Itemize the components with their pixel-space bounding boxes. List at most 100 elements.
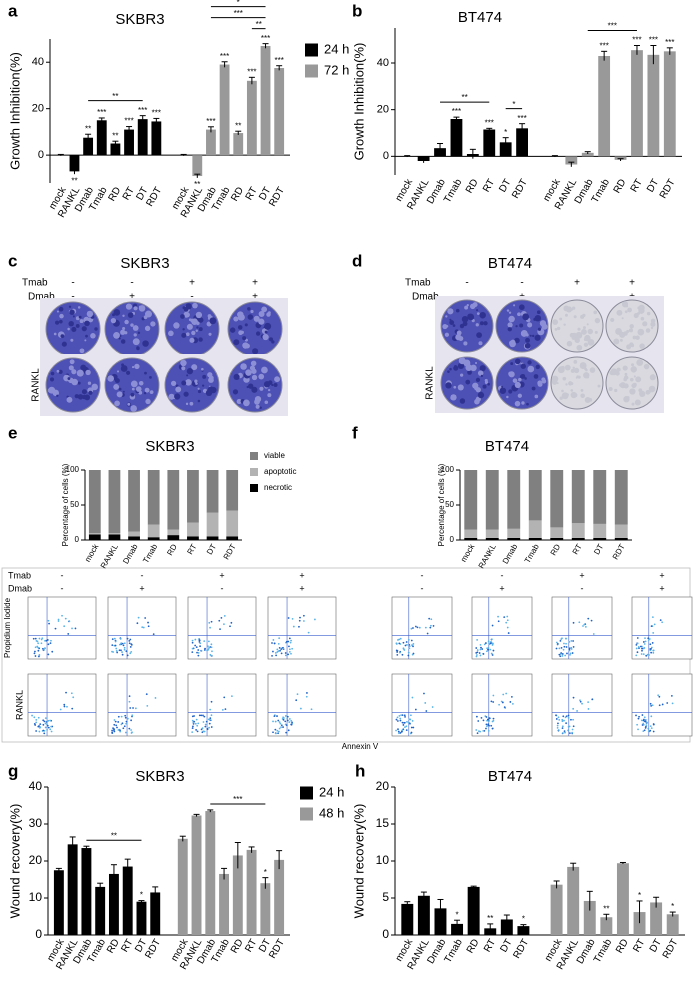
event — [42, 719, 45, 722]
event — [407, 651, 410, 654]
speckle — [559, 317, 563, 321]
x-tick-label: RD — [229, 185, 246, 203]
event — [412, 645, 414, 648]
speckle — [133, 333, 137, 337]
speckle — [126, 370, 131, 375]
speckle — [195, 382, 198, 385]
event — [410, 731, 413, 734]
bar — [500, 919, 513, 935]
event — [46, 639, 49, 641]
event — [57, 618, 60, 621]
speckle — [624, 310, 628, 314]
speckle — [120, 339, 126, 344]
event — [636, 651, 639, 654]
speckle — [135, 386, 142, 392]
bar-segment — [88, 470, 101, 533]
event — [405, 725, 408, 728]
event — [395, 729, 397, 732]
speckle — [479, 365, 486, 372]
speckle — [629, 388, 636, 395]
significance: * — [671, 902, 674, 911]
bar-segment — [550, 527, 564, 538]
speckle — [643, 363, 650, 370]
speckle — [575, 376, 578, 379]
x-tick-label: mock — [459, 542, 477, 564]
x-tick-label: RDT — [658, 177, 678, 200]
event — [411, 644, 413, 646]
speckle — [632, 335, 637, 340]
event — [647, 637, 650, 640]
x-tick-label: RD — [612, 177, 629, 195]
speckle — [264, 322, 272, 330]
speckle — [639, 343, 645, 349]
event — [430, 624, 432, 627]
significance: ** — [194, 180, 200, 189]
chart-title: BT474 — [488, 768, 532, 785]
event — [401, 714, 404, 716]
x-tick-label: Tmab — [592, 937, 615, 965]
event — [203, 715, 206, 718]
speckle — [137, 331, 141, 335]
event — [485, 723, 488, 726]
bar-segment — [88, 533, 101, 535]
significance: * — [512, 100, 515, 109]
bar — [274, 859, 285, 935]
x-tick-label: RT — [629, 177, 645, 194]
event — [277, 642, 280, 645]
event — [642, 647, 645, 650]
speckle — [619, 382, 626, 389]
speckle — [122, 314, 125, 317]
bar-segment — [528, 537, 542, 540]
row-label: Tmab — [22, 278, 48, 289]
event — [152, 633, 155, 636]
legend-swatch — [300, 786, 313, 800]
event — [418, 626, 421, 629]
speckle — [56, 369, 60, 373]
y-tick-label: 20 — [377, 104, 389, 116]
speckle — [85, 369, 91, 376]
speckle — [194, 318, 197, 321]
event — [193, 715, 195, 717]
x-tick-label: RD — [107, 185, 124, 203]
speckle — [259, 406, 262, 410]
speckle — [144, 325, 151, 332]
speckle — [623, 302, 628, 306]
speckle — [252, 348, 259, 355]
event — [416, 626, 419, 629]
event — [407, 722, 410, 724]
speckle — [526, 402, 529, 406]
legend-swatch — [305, 43, 318, 57]
speckle — [580, 388, 584, 392]
speckle — [467, 370, 472, 375]
bar — [136, 901, 147, 935]
event — [565, 646, 568, 648]
event — [432, 625, 435, 627]
speckle — [582, 313, 586, 318]
event — [489, 648, 492, 651]
event — [651, 704, 654, 707]
event — [564, 654, 567, 657]
bar — [191, 815, 202, 935]
speckle — [142, 340, 149, 347]
event — [635, 647, 638, 650]
bar-segment — [206, 536, 219, 540]
speckle — [521, 401, 525, 405]
event — [121, 653, 124, 656]
bar — [219, 64, 230, 156]
x-tick-label: Tmab — [590, 177, 613, 205]
speckle — [514, 400, 521, 407]
event — [198, 637, 201, 640]
event — [562, 732, 564, 734]
significance: *** — [608, 22, 617, 31]
significance: ** — [111, 831, 117, 840]
event — [276, 715, 278, 717]
significance: ** — [85, 124, 91, 133]
event — [479, 643, 482, 646]
speckle — [170, 380, 177, 386]
speckle — [475, 323, 479, 327]
bar-segment — [88, 534, 101, 540]
speckle — [635, 335, 640, 340]
speckle — [510, 362, 514, 366]
speckle — [116, 391, 123, 398]
